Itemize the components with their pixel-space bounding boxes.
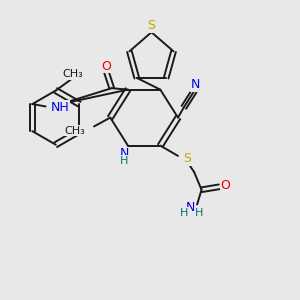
Text: O: O xyxy=(101,60,111,73)
Text: H: H xyxy=(194,208,203,218)
Text: H: H xyxy=(180,208,188,218)
Text: H: H xyxy=(120,156,129,166)
Text: CH₃: CH₃ xyxy=(64,126,85,136)
Text: S: S xyxy=(183,152,191,165)
Text: NH: NH xyxy=(51,100,69,113)
Text: O: O xyxy=(220,179,230,192)
Text: N: N xyxy=(120,147,129,160)
Text: S: S xyxy=(148,19,155,32)
Text: CH₃: CH₃ xyxy=(63,69,83,79)
Text: N: N xyxy=(186,201,195,214)
Text: N: N xyxy=(191,78,200,91)
